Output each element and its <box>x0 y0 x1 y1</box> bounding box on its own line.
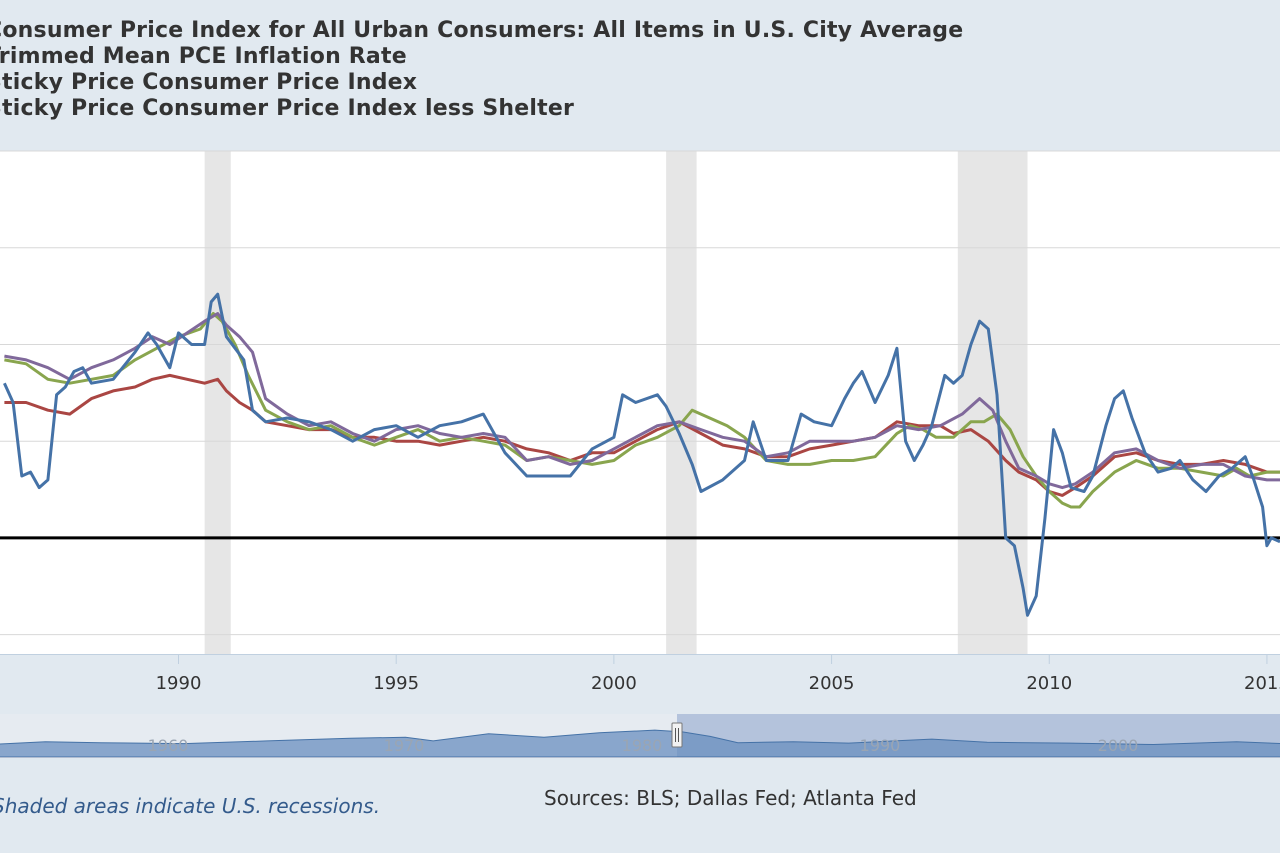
sources-note: Sources: BLS; Dallas Fed; Atlanta Fed <box>544 786 917 810</box>
series-line-trimmed-mean-pce <box>4 312 1280 509</box>
navigator-year-label: 1980 <box>622 736 663 755</box>
legend-item-sticky-cpi-less-shelter[interactable]: Sticky Price Consumer Price Index less S… <box>0 96 575 121</box>
navigator-year-label: 1960 <box>148 736 189 755</box>
series-line-sticky-cpi <box>4 373 1280 497</box>
x-tick-label: 2000 <box>591 673 637 694</box>
x-tick-label: 1995 <box>373 673 419 694</box>
x-tick-label: 1990 <box>156 673 202 694</box>
recession-band-1 <box>666 151 697 654</box>
navigator-year-label: 1990 <box>860 736 901 755</box>
legend-item-sticky-cpi[interactable]: Sticky Price Consumer Price Index <box>0 70 418 95</box>
recession-bands <box>204 151 1028 654</box>
x-tick-label: 2010 <box>1026 673 1072 694</box>
grid-lines <box>0 150 1280 636</box>
navigator-series-area <box>0 729 1280 758</box>
recession-band-2 <box>957 151 1028 654</box>
legend-item-cpi[interactable]: Consumer Price Index for All Urban Consu… <box>0 18 964 43</box>
x-tick-label: 2005 <box>809 673 855 694</box>
recession-note: Shaded areas indicate U.S. recessions. <box>0 794 381 818</box>
range-navigator[interactable]: 1960 1970 1980 1990 2000 <box>0 714 1280 758</box>
series-lines <box>3 292 1280 617</box>
navigator-handle[interactable] <box>671 722 683 748</box>
series-line-cpi <box>3 292 1280 617</box>
series-line-sticky-cpi-less-shelter <box>4 312 1280 490</box>
recession-band-0 <box>204 151 231 654</box>
legend-item-trimmed-mean-pce[interactable]: Trimmed Mean PCE Inflation Rate <box>0 44 407 69</box>
x-tick-label: 2015 <box>1244 673 1280 694</box>
legend: Consumer Price Index for All Urban Consu… <box>0 18 1280 128</box>
navigator-year-label: 2000 <box>1098 736 1139 755</box>
navigator-year-label: 1970 <box>384 736 425 755</box>
x-axis: 1990 1995 2000 2005 2010 2015 <box>0 654 1280 694</box>
